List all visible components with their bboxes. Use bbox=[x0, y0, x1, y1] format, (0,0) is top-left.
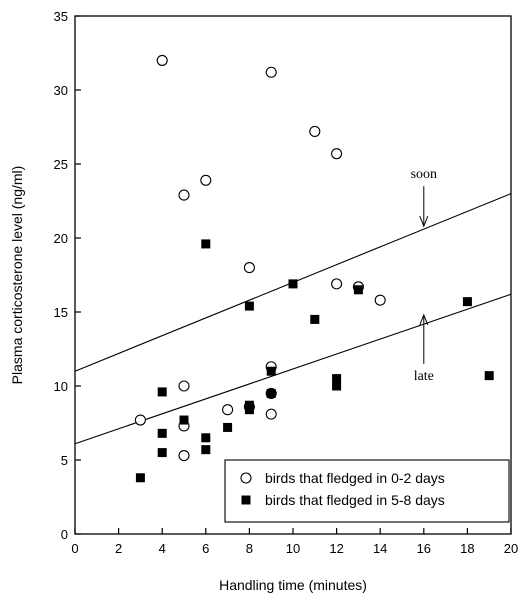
point-fledged-0-2-days bbox=[243, 262, 255, 274]
point-fledged-0-2-days bbox=[374, 294, 386, 306]
point-fledged-5-8-days bbox=[462, 297, 472, 307]
x-tick-label: 10 bbox=[286, 541, 300, 556]
y-tick-label: 5 bbox=[61, 453, 68, 468]
point-fledged-5-8-days bbox=[244, 405, 254, 415]
point-fledged-5-8-days bbox=[201, 239, 211, 249]
point-fledged-5-8-days bbox=[201, 433, 211, 443]
point-fledged-5-8-days bbox=[266, 366, 276, 376]
point-fledged-0-2-days bbox=[331, 148, 343, 160]
x-tick-label: 8 bbox=[246, 541, 253, 556]
y-tick-label: 10 bbox=[54, 379, 68, 394]
plot-frame bbox=[74, 15, 512, 535]
y-tick-label: 35 bbox=[54, 9, 68, 24]
x-tick-label: 4 bbox=[159, 541, 166, 556]
point-fledged-0-2-days bbox=[265, 66, 277, 78]
y-axis-label: Plasma corticosterone level (ng/ml) bbox=[9, 166, 25, 385]
point-fledged-5-8-days bbox=[244, 301, 254, 311]
y-tick-label: 25 bbox=[54, 157, 68, 172]
annotation-arrowhead-soon bbox=[419, 215, 429, 228]
point-fledged-0-2-days bbox=[331, 278, 343, 290]
data-markers bbox=[134, 54, 494, 483]
y-tick-label: 15 bbox=[54, 305, 68, 320]
legend-box bbox=[224, 459, 510, 523]
point-fledged-5-8-days bbox=[223, 422, 233, 432]
point-fledged-5-8-days bbox=[484, 371, 494, 381]
point-fledged-5-8-days bbox=[353, 285, 363, 295]
legend-label: birds that fledged in 5-8 days bbox=[265, 492, 445, 508]
point-fledged-5-8-days bbox=[266, 388, 276, 398]
point-fledged-5-8-days bbox=[310, 314, 320, 324]
x-tick-label: 14 bbox=[373, 541, 387, 556]
x-tick-label: 20 bbox=[504, 541, 518, 556]
x-tick-label: 6 bbox=[202, 541, 209, 556]
point-fledged-5-8-days bbox=[201, 445, 211, 455]
y-tick-label: 20 bbox=[54, 231, 68, 246]
point-fledged-5-8-days bbox=[135, 473, 145, 483]
point-fledged-0-2-days bbox=[156, 54, 168, 66]
legend: birds that fledged in 0-2 days birds that… bbox=[224, 459, 510, 523]
x-tick-label: 16 bbox=[417, 541, 431, 556]
point-fledged-5-8-days bbox=[332, 381, 342, 391]
point-fledged-5-8-days bbox=[157, 448, 167, 458]
point-fledged-0-2-days bbox=[134, 414, 146, 426]
regression-line-late bbox=[74, 293, 512, 445]
fit-lines bbox=[74, 193, 512, 445]
point-fledged-5-8-days bbox=[179, 415, 189, 425]
x-tick-label: 12 bbox=[329, 541, 343, 556]
point-fledged-0-2-days bbox=[222, 404, 234, 416]
point-fledged-0-2-days bbox=[178, 380, 190, 392]
point-fledged-0-2-days bbox=[200, 174, 212, 186]
x-tick-label: 2 bbox=[115, 541, 122, 556]
annotation-late: late bbox=[414, 369, 434, 384]
point-fledged-5-8-days bbox=[332, 374, 342, 384]
point-fledged-0-2-days bbox=[265, 408, 277, 420]
x-axis-label: Handling time (minutes) bbox=[219, 577, 367, 593]
point-fledged-5-8-days bbox=[157, 387, 167, 397]
point-fledged-0-2-days bbox=[178, 189, 190, 201]
legend-label: birds that fledged in 0-2 days bbox=[265, 470, 445, 486]
annotation-soon: soon bbox=[411, 167, 437, 182]
axes: 0 2 4 6 8 10 12 14 16 18 20 0 5 10 15 20 25 30 35 bbox=[54, 9, 519, 556]
point-fledged-5-8-days bbox=[288, 279, 298, 289]
y-tick-label: 0 bbox=[61, 527, 68, 542]
legend-marker-open-circle bbox=[240, 472, 252, 484]
point-fledged-0-2-days bbox=[309, 125, 321, 137]
y-tick-label: 30 bbox=[54, 83, 68, 98]
annotation-arrowhead-late bbox=[419, 313, 429, 326]
legend-marker-filled-square bbox=[241, 495, 251, 505]
x-tick-label: 0 bbox=[71, 541, 78, 556]
x-tick-label: 18 bbox=[460, 541, 474, 556]
point-fledged-0-2-days bbox=[178, 450, 190, 462]
annotations: soon late bbox=[411, 167, 437, 384]
point-fledged-5-8-days bbox=[157, 428, 167, 438]
